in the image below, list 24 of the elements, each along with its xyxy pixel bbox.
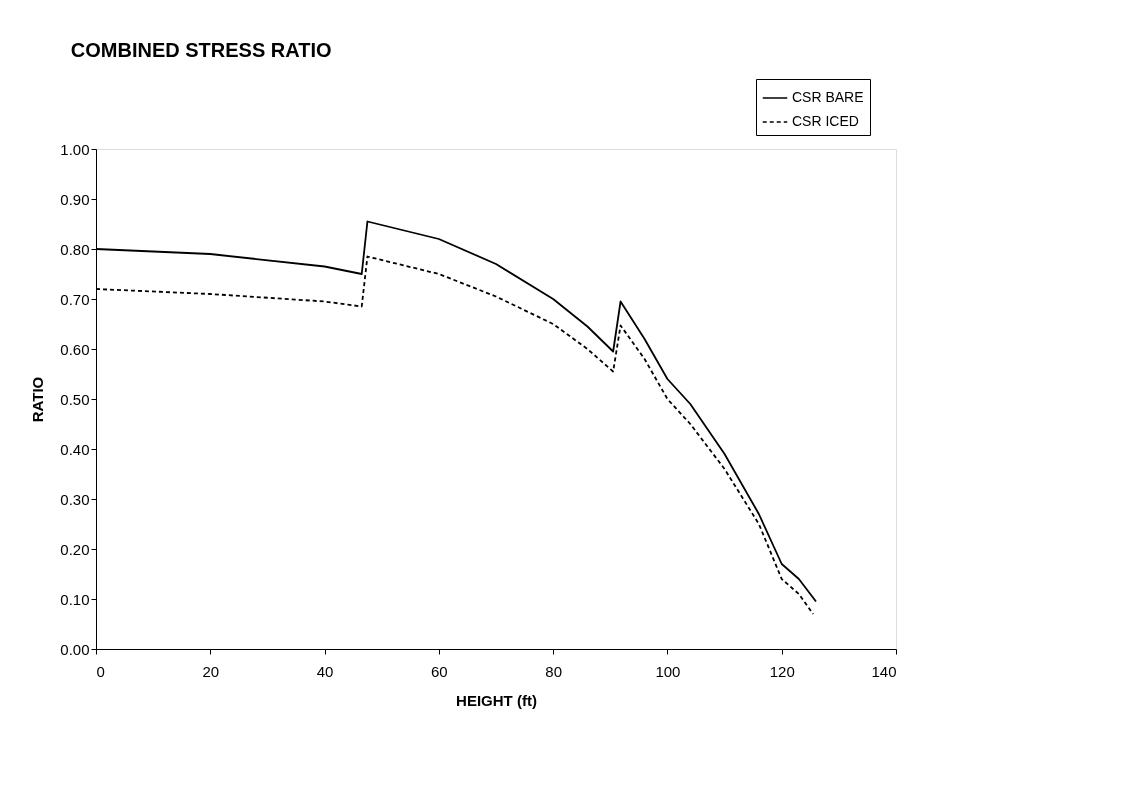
x-tick-label: 100 <box>655 662 681 680</box>
x-tick-label: 120 <box>769 662 795 680</box>
x-tick-label: 80 <box>545 662 562 680</box>
y-tick-label: 0.90 <box>60 190 90 208</box>
x-tick-label: 140 <box>871 662 897 680</box>
chart-title: COMBINED STRESS RATIO <box>70 38 332 61</box>
legend-label: CSR BARE <box>792 89 864 105</box>
y-tick-label: 0.20 <box>60 540 90 558</box>
y-tick-label: 0.10 <box>60 590 90 608</box>
legend-label: CSR ICED <box>792 113 859 129</box>
y-tick-label: 0.00 <box>60 640 90 658</box>
y-tick-label: 0.50 <box>60 390 90 408</box>
y-tick-label: 0.30 <box>60 490 90 508</box>
y-tick-label: 0.60 <box>60 340 90 358</box>
y-axis-title: RATIO <box>29 376 47 423</box>
x-axis-title: HEIGHT (ft) <box>456 691 537 709</box>
x-tick-label: 60 <box>431 662 448 680</box>
y-tick-label: 0.80 <box>60 240 90 258</box>
x-tick-label: 0 <box>96 662 105 680</box>
x-tick-label: 20 <box>202 662 220 680</box>
y-tick-label: 1.00 <box>60 140 90 158</box>
x-tick-label: 40 <box>316 662 334 680</box>
y-tick-label: 0.40 <box>60 440 90 458</box>
y-tick-label: 0.70 <box>60 290 90 308</box>
